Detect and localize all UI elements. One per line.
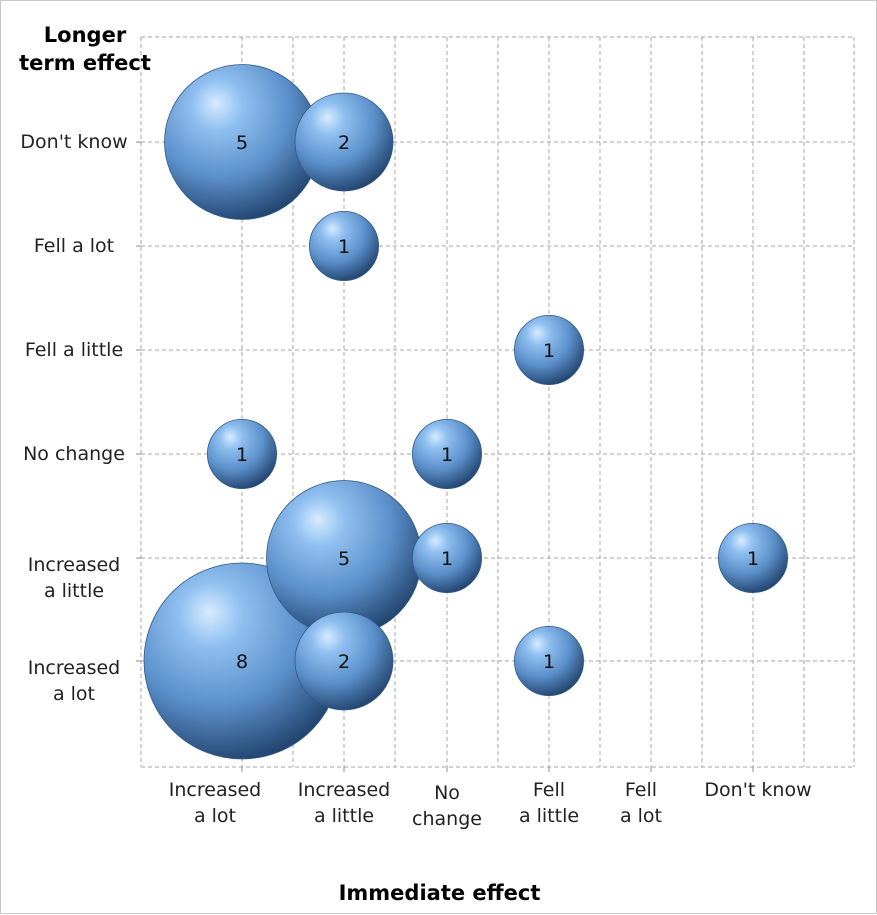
bubble-value-label: 5 bbox=[236, 132, 248, 154]
bubble-value-label: 1 bbox=[543, 340, 555, 362]
x-tick-label: No change bbox=[412, 782, 482, 830]
x-tick-label: Don't know bbox=[704, 779, 812, 801]
bubble-labels: 8 2 1 5 1 1 1 1 1 1 5 2 bbox=[236, 132, 759, 673]
bubble-value-label: 1 bbox=[236, 444, 248, 466]
bubbles bbox=[143, 64, 789, 760]
bubble-value-label: 5 bbox=[338, 548, 350, 570]
y-tick-label: Increased a little bbox=[27, 554, 121, 602]
x-tick-label: Fell a little bbox=[518, 779, 580, 827]
y-tick-label: Don't know bbox=[20, 131, 128, 153]
bubble-point bbox=[206, 418, 277, 489]
bubble-point bbox=[294, 92, 394, 192]
y-tick-label: Fell a lot bbox=[33, 235, 115, 257]
bubble-point bbox=[411, 523, 482, 594]
bubble-point bbox=[308, 210, 379, 281]
bubble-point bbox=[411, 418, 482, 489]
y-tick-label: No change bbox=[23, 443, 125, 465]
bubble-value-label: 1 bbox=[441, 444, 453, 466]
bubble-value-label: 2 bbox=[338, 651, 350, 673]
x-tick-label: Increased a little bbox=[297, 779, 391, 827]
bubble-point bbox=[718, 523, 789, 594]
x-axis-title: Immediate effect bbox=[338, 881, 541, 905]
bubble-point bbox=[514, 314, 585, 385]
y-tick-label: Increased a lot bbox=[27, 657, 121, 705]
bubble-value-label: 1 bbox=[441, 548, 453, 570]
y-axis-title: Longer term effect bbox=[19, 23, 151, 75]
bubble-value-label: 1 bbox=[747, 548, 759, 570]
bubble-value-label: 8 bbox=[236, 651, 248, 673]
bubble-point bbox=[294, 611, 394, 711]
bubble-value-label: 1 bbox=[543, 651, 555, 673]
x-tick-label: Increased a lot bbox=[168, 779, 262, 827]
bubble-value-label: 1 bbox=[338, 236, 350, 258]
y-tick-label: Fell a little bbox=[24, 339, 124, 361]
bubble-value-label: 2 bbox=[338, 132, 350, 154]
x-tick-label: Fell a lot bbox=[619, 779, 663, 827]
bubble-point bbox=[514, 626, 585, 697]
